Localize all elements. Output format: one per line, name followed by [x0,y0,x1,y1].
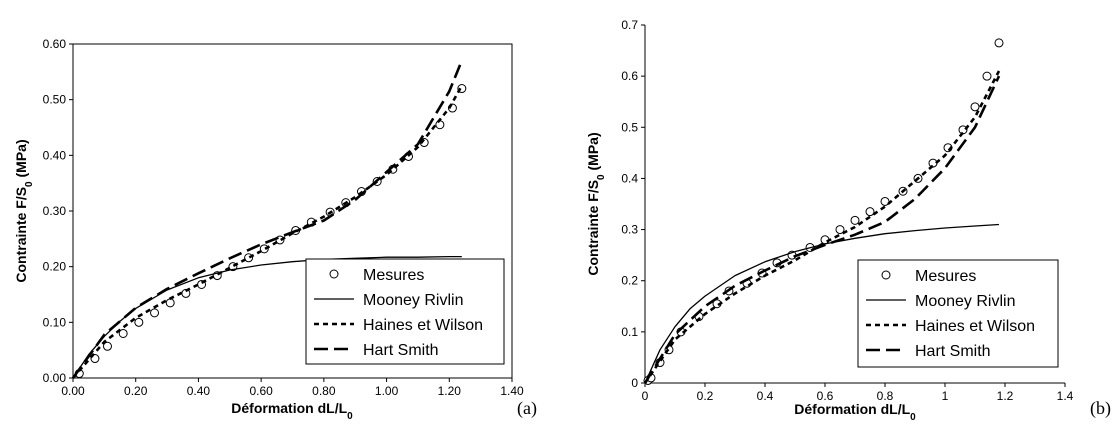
legend-label: Mooney Rivlin [915,293,1015,310]
y-tick-label: 0.2 [621,274,638,288]
x-tick-label: 0.8 [877,389,894,403]
y-axis-label-sub: 0 [596,174,607,180]
y-axis-label-main: Contrainte F/S [13,187,29,283]
y-tick-label: 0.3 [621,223,638,237]
x-tick-label: 1.40 [500,384,524,398]
data-point-mesures [102,341,112,351]
legend: Mesures Mooney Rivlin Haines et Wilson Hart… [857,259,1059,368]
legend-label: Mesures [363,267,424,284]
data-point-mesures [865,207,875,217]
data-point-mesures [165,298,175,308]
data-point-mesures [880,196,890,206]
panel-label: (b) [1090,398,1111,419]
legend-label: Haines et Wilson [915,318,1035,335]
data-point-mesures [134,317,144,327]
y-tick-label: 0.7 [621,18,638,32]
x-tick-label: 1.4 [1057,389,1074,403]
legend-label: Mesures [915,268,976,285]
series-line-mooney-rivlin [644,223,1000,384]
data-point-mesures [982,71,992,81]
series-line-haines-et-wilson [643,70,1001,384]
legend-label: Mooney Rivlin [363,292,463,309]
x-tick-label: 0.80 [312,384,336,398]
legend: Mesures Mooney Rivlin Haines et Wilson Hart… [305,258,505,365]
y-axis-label-main: Contrainte F/S [585,180,601,276]
x-axis-label: Déformation dL/L0 [231,400,353,422]
y-tick-label: 0.6 [621,69,638,83]
chart-panel-b: 0 0.2 0.4 0.6 0.8 1 1.2 1.4 0 0.1 0.2 0.3 0.4 0.5 0.6 0… [585,18,1111,423]
y-tick-label: 0.30 [43,204,67,218]
x-tick-label: 0.40 [187,384,211,398]
data-point-mesures [835,225,845,235]
y-axis-label-tail: (MPa) [13,139,29,181]
y-axis-label-sub: 0 [24,181,35,187]
y-tick-label: 0.50 [43,93,67,107]
y-tick-label: 0 [631,376,638,390]
x-tick-label: 0.6 [817,389,834,403]
legend-label: Haines et Wilson [363,317,483,334]
data-point-mesures [850,215,860,225]
data-point-mesures [150,308,160,318]
legend-label: Hart Smith [363,342,439,359]
y-axis-label: Contrainte F/S0 (MPa) [13,139,35,282]
data-point-mesures [435,120,445,130]
x-tick-label: 0.20 [124,384,148,398]
y-axis-label: Contrainte F/S0 (MPa) [585,132,607,275]
x-tick-label: 0 [642,389,649,403]
x-tick-label: 0.2 [697,389,714,403]
panel-label: (a) [517,398,537,419]
y-tick-label: 0.5 [621,120,638,134]
y-tick-label: 0.60 [43,37,67,51]
y-axis-label-tail: (MPa) [585,132,601,174]
x-axis-label-sub: 0 [910,412,916,423]
x-tick-label: 0.60 [249,384,273,398]
x-tick-label: 1.2 [997,389,1014,403]
data-point-mesures [118,328,128,338]
y-tick-label: 0.4 [621,171,638,185]
series-line-haines-et-wilson [72,85,463,379]
series-line-hart-smith [643,75,1001,384]
x-tick-label: 0.00 [61,384,85,398]
data-point-mesures [994,38,1004,48]
y-tick-label: 0.40 [43,148,67,162]
data-point-mesures [928,158,938,168]
x-tick-label: 0.4 [757,389,774,403]
x-axis-label-sub: 0 [347,411,353,422]
legend-box [305,258,505,365]
x-tick-label: 1.20 [438,384,462,398]
y-tick-label: 0.00 [43,371,67,385]
series-line-hart-smith [71,60,464,379]
y-tick-label: 0.1 [621,325,638,339]
x-tick-label: 1 [942,389,949,403]
data-point-mesures [970,102,980,112]
chart-panel-a: 0.00 0.20 0.40 0.60 0.80 1.00 1.20 1.40 0.00 0.10… [13,37,537,422]
x-tick-label: 1.00 [375,384,399,398]
legend-label: Hart Smith [915,343,991,360]
x-axis-label-main: Déformation dL/L [794,401,910,417]
y-tick-label: 0.10 [43,315,67,329]
x-axis-label-main: Déformation dL/L [231,400,347,416]
legend-marker-mesures [329,269,339,279]
x-axis-label: Déformation dL/L0 [794,401,916,423]
y-tick-label: 0.20 [43,260,67,274]
legend-marker-mesures [881,270,891,280]
